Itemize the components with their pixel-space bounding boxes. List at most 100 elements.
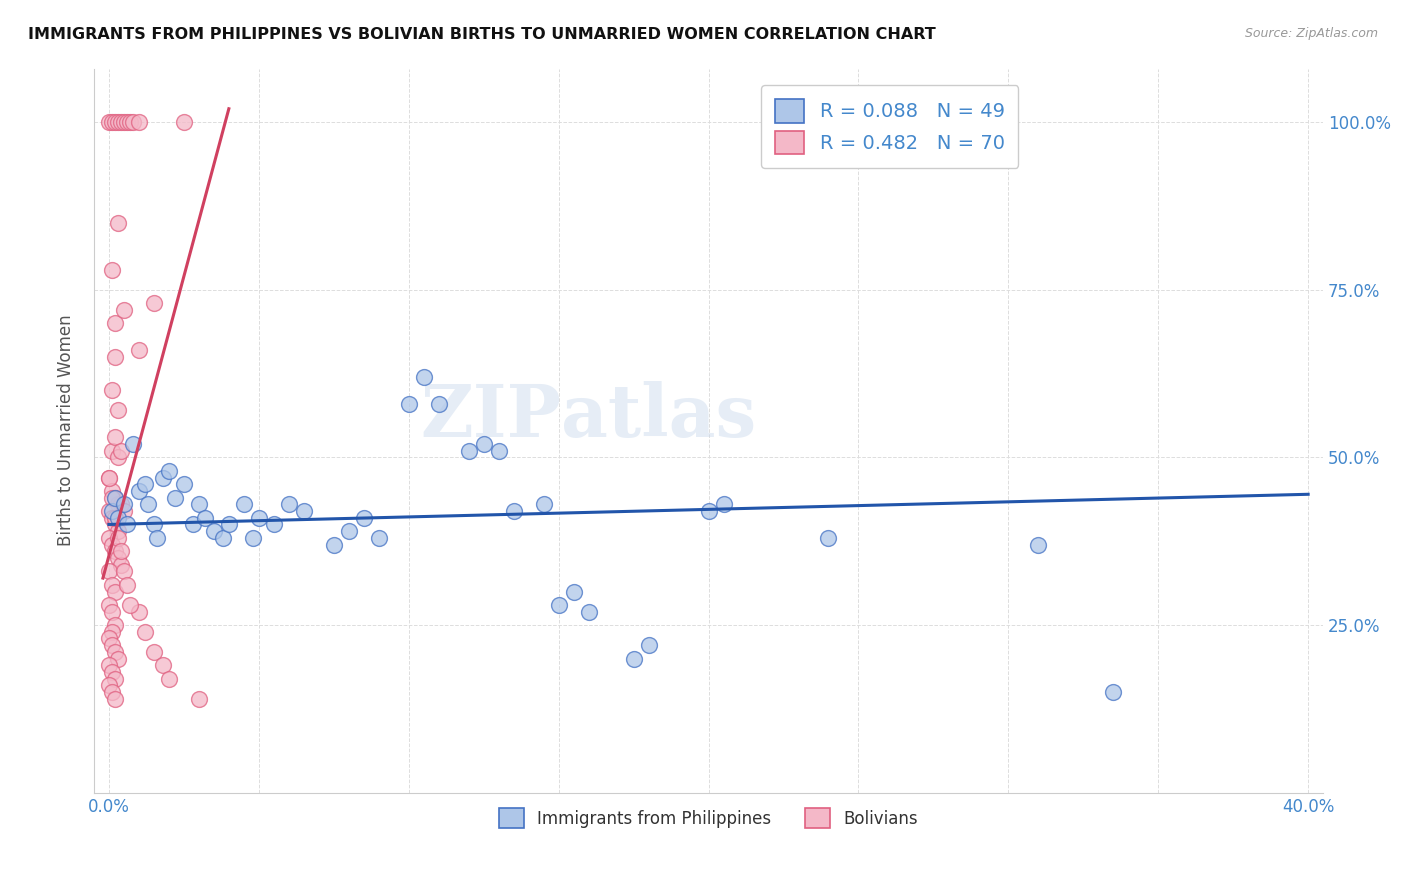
Point	[101, 115, 124, 129]
Point	[194, 510, 217, 524]
Point	[101, 443, 124, 458]
Point	[578, 605, 600, 619]
Point	[128, 343, 150, 358]
Point	[142, 296, 165, 310]
Y-axis label: Births to Unmarried Women: Births to Unmarried Women	[58, 315, 75, 547]
Point	[107, 524, 129, 538]
Point	[104, 430, 127, 444]
Point	[107, 651, 129, 665]
Point	[472, 437, 495, 451]
Point	[122, 437, 145, 451]
Point	[1026, 538, 1049, 552]
Text: atlas: atlas	[561, 381, 756, 451]
Point	[112, 504, 135, 518]
Point	[157, 464, 180, 478]
Point	[163, 491, 186, 505]
Point	[128, 483, 150, 498]
Point	[112, 565, 135, 579]
Point	[107, 497, 129, 511]
Point	[128, 115, 150, 129]
Point	[104, 645, 127, 659]
Point	[118, 115, 141, 129]
Point	[697, 504, 720, 518]
Point	[110, 497, 132, 511]
Text: ZIP: ZIP	[420, 381, 561, 451]
Point	[101, 665, 124, 679]
Point	[457, 443, 479, 458]
Point	[112, 115, 135, 129]
Point	[97, 531, 120, 545]
Point	[101, 605, 124, 619]
Point	[146, 531, 169, 545]
Point	[97, 565, 120, 579]
Point	[104, 115, 127, 129]
Point	[101, 483, 124, 498]
Point	[104, 691, 127, 706]
Point	[232, 497, 254, 511]
Point	[97, 632, 120, 646]
Legend: Immigrants from Philippines, Bolivians: Immigrants from Philippines, Bolivians	[492, 801, 925, 835]
Point	[817, 531, 839, 545]
Point	[104, 510, 127, 524]
Point	[115, 517, 138, 532]
Point	[242, 531, 264, 545]
Point	[101, 685, 124, 699]
Point	[128, 605, 150, 619]
Point	[623, 651, 645, 665]
Point	[107, 450, 129, 465]
Point	[110, 443, 132, 458]
Point	[97, 470, 120, 484]
Point	[110, 544, 132, 558]
Point	[97, 470, 120, 484]
Point	[97, 115, 120, 129]
Point	[112, 302, 135, 317]
Point	[107, 531, 129, 545]
Point	[104, 618, 127, 632]
Point	[104, 517, 127, 532]
Point	[101, 624, 124, 639]
Point	[398, 397, 420, 411]
Point	[427, 397, 450, 411]
Point	[122, 115, 145, 129]
Point	[101, 578, 124, 592]
Point	[488, 443, 510, 458]
Point	[292, 504, 315, 518]
Point	[322, 538, 344, 552]
Point	[173, 115, 195, 129]
Point	[104, 491, 127, 505]
Point	[97, 658, 120, 673]
Point	[101, 384, 124, 398]
Point	[277, 497, 299, 511]
Point	[107, 403, 129, 417]
Point	[263, 517, 285, 532]
Point	[247, 510, 270, 524]
Point	[713, 497, 735, 511]
Point	[337, 524, 360, 538]
Point	[107, 510, 129, 524]
Point	[118, 598, 141, 612]
Point	[187, 497, 209, 511]
Point	[502, 504, 524, 518]
Point	[211, 531, 233, 545]
Point	[107, 551, 129, 566]
Point	[134, 624, 156, 639]
Point	[134, 477, 156, 491]
Point	[110, 558, 132, 572]
Point	[152, 658, 174, 673]
Point	[112, 497, 135, 511]
Point	[136, 497, 159, 511]
Text: Source: ZipAtlas.com: Source: ZipAtlas.com	[1244, 27, 1378, 40]
Point	[107, 115, 129, 129]
Point	[152, 470, 174, 484]
Point	[218, 517, 240, 532]
Point	[142, 517, 165, 532]
Point	[107, 216, 129, 230]
Point	[97, 598, 120, 612]
Point	[110, 115, 132, 129]
Point	[104, 316, 127, 330]
Point	[353, 510, 375, 524]
Point	[157, 672, 180, 686]
Point	[115, 578, 138, 592]
Point	[412, 370, 434, 384]
Point	[104, 350, 127, 364]
